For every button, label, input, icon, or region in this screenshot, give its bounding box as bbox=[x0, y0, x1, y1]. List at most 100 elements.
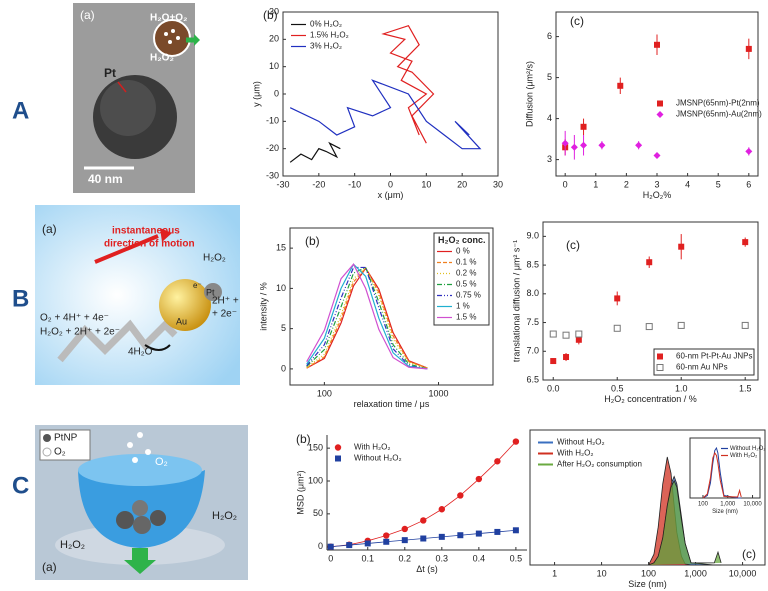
legend-label: After H₂O₂ consumption bbox=[557, 460, 642, 469]
annotation: 2H⁺ + bbox=[212, 296, 239, 307]
marker bbox=[420, 535, 427, 542]
series-line bbox=[289, 141, 341, 163]
x-tick-label: 10 bbox=[421, 179, 431, 189]
annotation: H₂O₂ bbox=[150, 53, 174, 64]
legend-label: Without H₂O₂ bbox=[354, 454, 402, 463]
marker bbox=[364, 540, 371, 547]
y-axis-label: y (μm) bbox=[251, 81, 261, 107]
annotation: 4H₂O bbox=[128, 347, 153, 358]
series-line bbox=[306, 266, 428, 370]
y-tick-label: 8.5 bbox=[526, 259, 539, 269]
x-tick-label: 10 bbox=[597, 568, 607, 578]
legend-label: With H₂O₂ bbox=[557, 449, 593, 458]
marker bbox=[562, 331, 570, 339]
x-tick-label: 10,000 bbox=[729, 568, 757, 578]
series-line bbox=[381, 24, 435, 144]
legend-label: 1.5% H₂O₂ bbox=[310, 31, 349, 40]
series-line bbox=[306, 266, 428, 369]
x-tick-label: 20 bbox=[457, 179, 467, 189]
x-tick-label: 4 bbox=[685, 179, 690, 189]
series-line bbox=[289, 79, 482, 150]
legend-label: Without H₂O₂ bbox=[730, 446, 766, 452]
marker bbox=[580, 141, 588, 149]
x-tick-label: 30 bbox=[493, 179, 503, 189]
schematic bbox=[35, 425, 248, 580]
panel-label: (a) bbox=[42, 560, 57, 574]
legend-label: Without H₂O₂ bbox=[557, 438, 605, 447]
marker bbox=[654, 41, 660, 48]
series-line bbox=[702, 446, 742, 499]
marker bbox=[614, 295, 621, 302]
tem-image bbox=[73, 3, 200, 193]
y-tick-label: 0 bbox=[318, 541, 323, 551]
annotation: O₂ + 4H⁺ + 4e⁻ bbox=[40, 313, 109, 324]
annotation: H₂O₂ bbox=[212, 510, 237, 522]
marker bbox=[327, 543, 334, 550]
series-line bbox=[306, 267, 428, 369]
y-tick-label: -20 bbox=[266, 143, 279, 153]
legend-label: 0 % bbox=[456, 247, 470, 256]
series-line bbox=[306, 267, 428, 369]
x-tick-label: 6 bbox=[746, 179, 751, 189]
marker bbox=[475, 530, 482, 537]
marker bbox=[383, 532, 390, 539]
marker bbox=[457, 492, 464, 499]
panel-label: (b) bbox=[263, 8, 278, 22]
marker bbox=[598, 141, 606, 149]
legend-label: 3% H₂O₂ bbox=[310, 42, 342, 51]
marker bbox=[745, 147, 753, 155]
series-line bbox=[702, 451, 742, 499]
y-tick-label: 9.0 bbox=[526, 231, 539, 241]
legend-label: 1 % bbox=[456, 302, 470, 311]
marker bbox=[438, 533, 445, 540]
y-tick-label: 10 bbox=[276, 283, 286, 293]
y-tick-label: 5 bbox=[547, 72, 552, 82]
y-tick-label: -30 bbox=[266, 170, 279, 180]
marker bbox=[401, 525, 408, 533]
marker bbox=[457, 532, 464, 539]
row-label: A bbox=[12, 97, 29, 124]
x-tick-label: 1.5 bbox=[739, 383, 752, 393]
x-tick-label: 10,000 bbox=[743, 502, 762, 508]
legend-label: With H₂O₂ bbox=[730, 453, 758, 459]
annotation: Pt bbox=[104, 66, 116, 80]
y-axis-label: translational diffusion / μm² s⁻¹ bbox=[511, 240, 521, 362]
plot-frame bbox=[529, 429, 766, 566]
panel-label: (a) bbox=[42, 222, 57, 236]
panel-label: (b) bbox=[305, 234, 320, 248]
x-tick-label: 0.4 bbox=[473, 553, 486, 563]
series-area bbox=[648, 479, 722, 566]
marker bbox=[346, 542, 353, 549]
marker bbox=[742, 239, 749, 246]
legend-label: With H₂O₂ bbox=[354, 443, 390, 452]
marker bbox=[512, 527, 519, 534]
y-tick-label: 8.0 bbox=[526, 288, 539, 298]
x-tick-label: 1.0 bbox=[675, 383, 688, 393]
marker bbox=[646, 259, 653, 266]
x-tick-label: 0 bbox=[388, 179, 393, 189]
x-tick-label: 1,000 bbox=[720, 502, 736, 508]
marker bbox=[741, 321, 749, 329]
panel-label: (c) bbox=[566, 238, 580, 252]
legend-label: 1.5 % bbox=[456, 313, 476, 322]
x-tick-label: 0 bbox=[563, 179, 568, 189]
y-tick-label: 4 bbox=[547, 113, 552, 123]
annotation: Pt bbox=[206, 287, 215, 297]
x-axis-label: Size (nm) bbox=[628, 579, 667, 589]
legend-box bbox=[653, 348, 755, 376]
marker bbox=[678, 243, 685, 250]
x-tick-label: 1000 bbox=[429, 388, 449, 398]
x-tick-label: 0.5 bbox=[611, 383, 624, 393]
legend-label: 0.2 % bbox=[456, 269, 476, 278]
x-axis-label: H₂O₂% bbox=[643, 190, 672, 200]
x-axis-label: Δt (s) bbox=[416, 564, 438, 574]
marker bbox=[635, 141, 643, 149]
panel-label: (a) bbox=[80, 8, 95, 22]
row-label: C bbox=[12, 472, 29, 499]
legend-label: 0.75 % bbox=[456, 291, 481, 300]
legend-box bbox=[433, 232, 490, 326]
marker bbox=[383, 538, 390, 545]
legend-label: 60-nm Au NPs bbox=[676, 363, 728, 372]
annotation: direction of motion bbox=[104, 239, 195, 250]
